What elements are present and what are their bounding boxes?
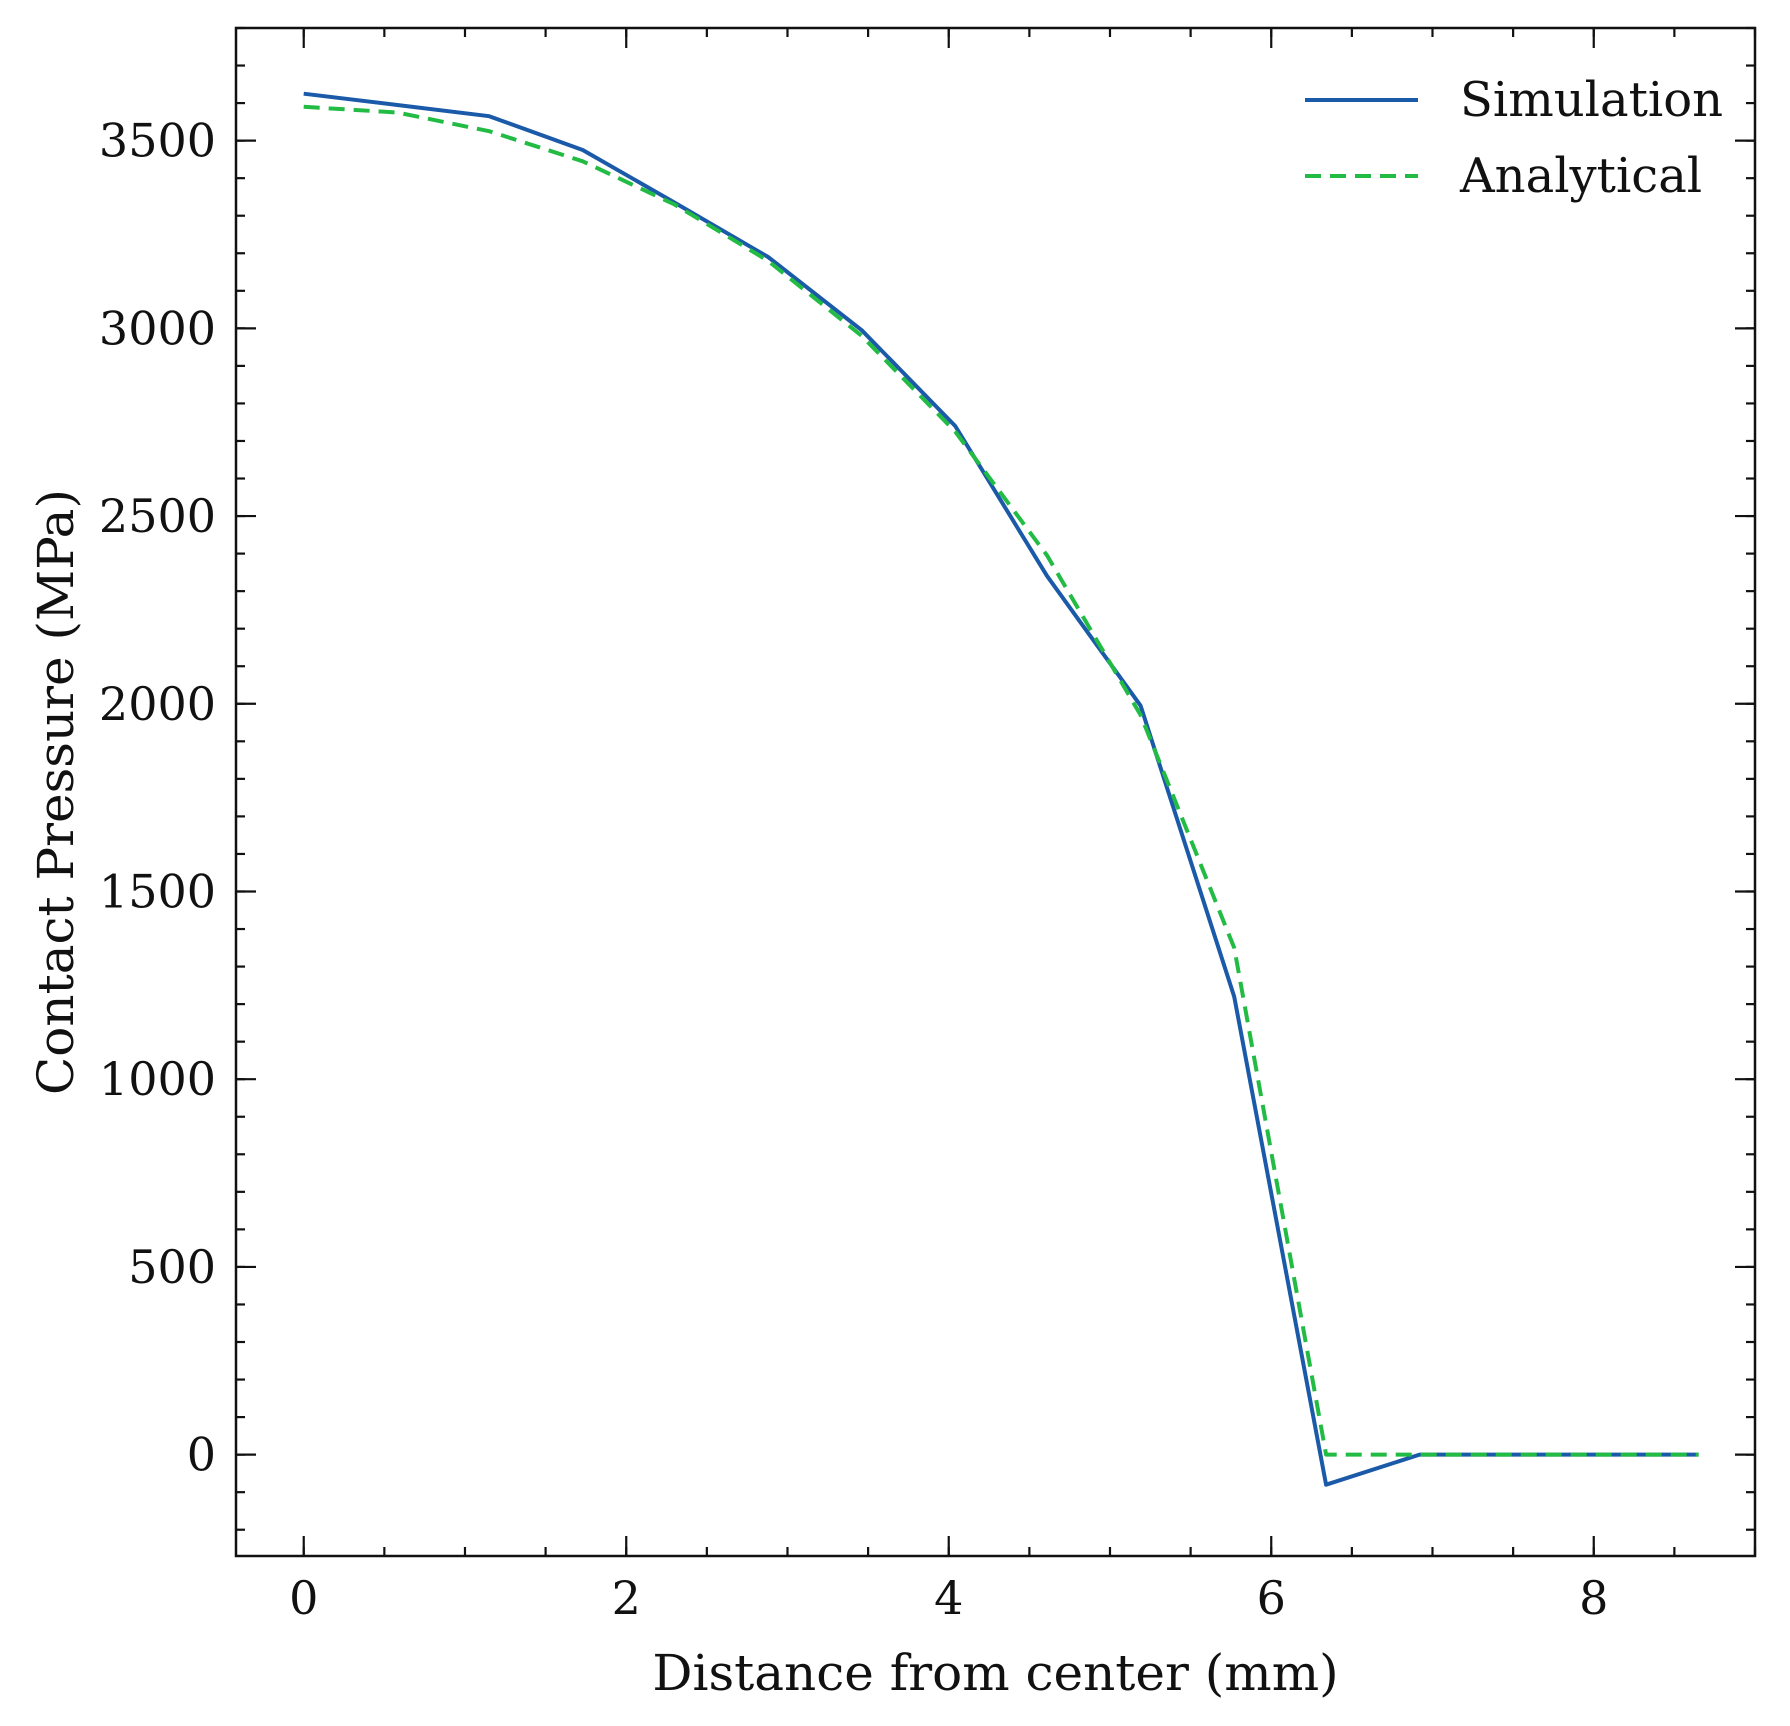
legend: Simulation Analytical	[1305, 72, 1723, 204]
y-tick-label: 2000	[99, 677, 216, 731]
x-axis-label: Distance from center (mm)	[652, 1644, 1338, 1702]
x-tick-label: 8	[1579, 1571, 1608, 1625]
x-tick-label: 4	[934, 1571, 963, 1625]
tick-label-layer: 0 2 4 6 8 0 500 1000 1500 2000 2500 3000 3500	[99, 114, 1608, 1625]
series-line-analytical	[303, 104, 1699, 1457]
y-tick-label: 3500	[99, 114, 216, 168]
y-tick-label: 1000	[99, 1052, 216, 1106]
y-axis-label: Contact Pressure (MPa)	[27, 489, 85, 1095]
y-tick-label: 1500	[99, 864, 216, 918]
tick-layer	[236, 26, 1757, 1556]
y-tick-label: 500	[128, 1240, 216, 1294]
legend-label-analytical: Analytical	[1459, 148, 1702, 204]
plot-frame	[234, 26, 1757, 1558]
series-layer	[303, 91, 1699, 1487]
y-tick-label: 3000	[99, 301, 216, 355]
x-tick-label: 0	[289, 1571, 318, 1625]
legend-label-simulation: Simulation	[1460, 72, 1723, 128]
x-tick-label: 2	[612, 1571, 641, 1625]
x-tick-label: 6	[1257, 1571, 1286, 1625]
y-tick-label: 2500	[99, 489, 216, 543]
series-line-simulation	[303, 91, 1699, 1487]
y-tick-label: 0	[187, 1428, 216, 1482]
